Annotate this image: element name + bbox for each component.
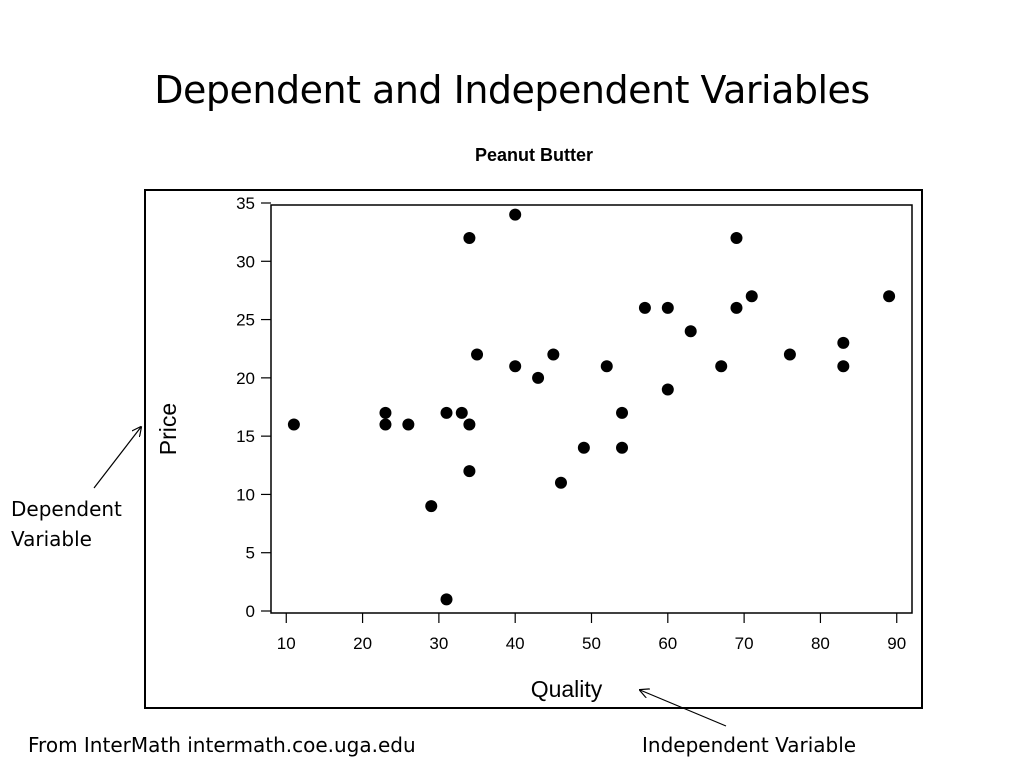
data-point: [287, 418, 300, 431]
data-point: [616, 441, 629, 454]
y-tick-label: 20: [236, 369, 255, 388]
data-point: [379, 418, 392, 431]
y-tick-label: 35: [236, 194, 255, 213]
y-tick-label: 10: [236, 485, 255, 504]
data-point: [837, 360, 850, 373]
slide-title: Dependent and Independent Variables: [154, 68, 870, 112]
y-axis-label: Price: [155, 403, 181, 455]
data-point: [463, 231, 476, 244]
data-point: [715, 360, 728, 373]
data-point: [745, 290, 758, 303]
source-credit: From InterMath intermath.coe.uga.edu: [28, 733, 416, 757]
data-point: [883, 290, 896, 303]
data-point: [837, 336, 850, 349]
data-point: [463, 418, 476, 431]
data-point: [455, 406, 468, 419]
data-point: [661, 383, 674, 396]
dependent-arrow: [93, 427, 141, 489]
y-tick-label: 30: [236, 252, 255, 271]
x-axis-label: Quality: [531, 676, 603, 702]
data-point: [440, 593, 453, 606]
dependent-note-line2: Variable: [11, 527, 92, 551]
y-tick-label: 25: [236, 311, 255, 330]
scatter-plot: 0 5 10 15 20 25 30 35 10 20 30 40 50 60 70 80 90 Quality P…: [155, 194, 913, 702]
data-point: [425, 500, 438, 513]
chart-frame: 0 5 10 15 20 25 30 35 10 20 30 40 50 60 70 80 90 Quality P…: [144, 189, 923, 709]
independent-variable-note: Independent Variable: [642, 733, 857, 757]
y-tick-label: 0: [246, 602, 255, 621]
data-point: [616, 406, 629, 419]
data-point: [730, 301, 743, 314]
data-point: [783, 348, 796, 361]
y-tick-label: 15: [236, 427, 255, 446]
data-point: [661, 301, 674, 314]
data-point: [509, 208, 522, 221]
x-tick-label: 10: [277, 634, 296, 653]
y-tick-label: 5: [246, 544, 255, 563]
dependent-variable-note: Dependent Variable: [11, 494, 141, 554]
data-point: [471, 348, 484, 361]
data-point: [638, 301, 651, 314]
x-tick-label: 20: [353, 634, 372, 653]
x-tick-label: 40: [506, 634, 525, 653]
data-point: [547, 348, 560, 361]
x-tick-label: 30: [429, 634, 448, 653]
data-point: [730, 231, 743, 244]
data-point: [532, 371, 545, 384]
x-tick-label: 60: [658, 634, 677, 653]
data-point: [554, 476, 567, 489]
plot-area: [270, 204, 913, 614]
chart-title: Peanut Butter: [474, 145, 593, 165]
x-tick-label: 70: [735, 634, 754, 653]
dependent-note-line1: Dependent: [11, 497, 122, 521]
x-tick-label: 50: [582, 634, 601, 653]
data-point: [577, 441, 590, 454]
data-point: [600, 360, 613, 373]
x-tick-label: 80: [811, 634, 830, 653]
data-point: [684, 325, 697, 338]
data-point: [379, 406, 392, 419]
data-point: [440, 406, 453, 419]
data-point: [402, 418, 415, 431]
data-point: [463, 465, 476, 478]
data-point: [509, 360, 522, 373]
x-tick-label: 90: [887, 634, 906, 653]
